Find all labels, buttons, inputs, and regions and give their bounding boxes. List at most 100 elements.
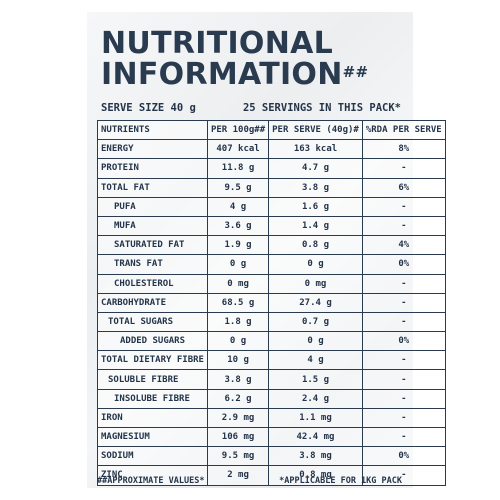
table-row: MAGNESIUM 106 mg 42.4 mg - [97,426,446,448]
title-suffix: ## [342,63,369,81]
table-row: TOTAL FAT 9.5 g 3.8 g 6% [97,177,446,198]
rda-value: - [361,215,446,237]
per-serve-value: 3.8 mg [268,446,363,467]
nutrient-name: ZINC [97,465,208,486]
nutrient-name: SODIUM [97,446,208,467]
title-line-2: INFORMATION [101,57,343,92]
per-100g-value: 1.9 g [206,235,270,256]
per-100g-value: 2.9 mg [206,407,270,429]
nutrient-name: PUFA [97,196,208,217]
table-header-row: NUTRIENTS PER 100g## PER SERVE (40g)# %R… [97,119,446,141]
nutrient-name: CARBOHYDRATE [97,292,208,313]
table-row: SATURATED FAT 1.9 g 0.8 g 4% [97,235,446,256]
table-row: ZINC 2 mg 0.8 mg - [97,465,446,486]
nutrient-name: MAGNESIUM [97,426,208,448]
per-100g-value: 0 mg [206,273,270,294]
per-serve-value: 3.8 g [268,177,363,198]
table-row: INSOLUBE FIBRE 6.2 g 2.4 g- [97,388,446,409]
rda-value: - [361,388,446,409]
table-row: TOTAL SUGARS 1.8 g 0.7 g- [97,311,446,333]
serve-info: SERVE SIZE 40 g 25 SERVINGS IN THIS PACK… [101,102,401,114]
rda-value: - [361,465,446,486]
per-serve-value: 1.5 g [268,369,363,390]
nutrient-name: PROTEIN [97,158,208,179]
title-line-1: NUTRITIONAL [101,26,334,61]
nutrient-name: INSOLUBE FIBRE [97,388,208,409]
rda-value: - [361,292,446,313]
per-serve-value: 0.8 g [268,235,363,256]
rda-value: - [361,407,446,429]
nutrition-table-body: ENERGY 407 kcal 163 kcal 8% PROTEIN 11.8 g 4.7… [97,139,446,486]
table-row: IRON 2.9 mg 1.1 mg - [97,407,446,429]
nutrient-name: IRON [97,407,208,429]
per-serve-value: 0.7 g [268,311,363,333]
rda-value: 6% [361,177,446,198]
per-100g-value: 407 kcal [206,139,270,160]
per-100g-value: 10 g [206,350,270,371]
per-100g-value: 3.8 g [206,369,270,390]
rda-value: 0% [361,254,446,275]
per-100g-value: 9.5 mg [206,446,270,467]
nutrient-name: TOTAL DIETARY FIBRE [97,350,208,371]
nutrition-table: NUTRIENTS PER 100g## PER SERVE (40g)# %R… [97,119,446,486]
rda-value: 0% [361,331,446,352]
per-100g-value: 9.5 g [206,177,270,198]
footer-approx: ##APPROXIMATE VALUES* [97,476,205,486]
per-serve-value: 1.4 g [268,215,363,237]
rda-value: - [361,158,446,179]
nutrient-name: TOTAL SUGARS [97,311,208,333]
per-100g-value: 2 mg [206,465,270,486]
per-100g-value: 4 g [206,196,270,217]
rda-value: - [361,273,446,294]
nutrient-name: SATURATED FAT [97,235,208,256]
rda-value: 8% [361,139,446,160]
nutrient-name: CHOLESTEROL [97,273,208,294]
per-serve-value: 0 mg [268,273,363,294]
nutrient-name: MUFA [97,215,208,237]
per-100g-value: 3.6 g [206,215,270,237]
table-row: CHOLESTEROL 0 mg 0 mg - [97,273,446,294]
table-row: CARBOHYDRATE 68.5 g 27.4 g- [97,292,446,313]
table-row: MUFA 3.6 g 1.4 g- [97,215,446,237]
rda-value: - [361,350,446,371]
per-serve-value: 2.4 g [268,388,363,409]
per-serve-value: 27.4 g [268,292,363,313]
per-100g-value: 11.8 g [206,158,270,179]
header-rda: %RDA PER SERVE [361,119,446,141]
per-serve-value: 163 kcal [268,139,363,160]
per-serve-value: 1.1 mg [268,407,363,429]
table-row: SOLUBLE FIBRE 3.8 g 1.5 g- [97,369,446,390]
table-row: ENERGY 407 kcal 163 kcal 8% [97,139,446,160]
per-100g-value: 0 g [206,254,270,275]
nutrient-name: SOLUBLE FIBRE [97,369,208,390]
per-serve-value: 42.4 mg [268,426,363,448]
servings-count: 25 SERVINGS IN THIS PACK* [242,102,401,114]
rda-value: - [361,311,446,333]
per-serve-value: 0.8 mg [268,465,363,486]
nutrition-panel: NUTRITIONAL INFORMATION## SERVE SIZE 40 … [87,12,446,488]
rda-value: - [361,196,446,217]
nutrient-name: ENERGY [97,139,208,160]
footer-notes: ##APPROXIMATE VALUES* *APPLICABLE FOR 1K… [97,476,402,486]
per-serve-value: 4.7 g [268,158,363,179]
table-row: PUFA 4 g 1.6 g- [97,196,446,217]
nutrient-name: ADDED SUGARS [97,331,208,352]
rda-value: - [361,369,446,390]
per-100g-value: 68.5 g [206,292,270,313]
rda-value: - [361,426,446,448]
rda-value: 4% [361,235,446,256]
table-row: SODIUM 9.5 mg 3.8 mg 0% [97,446,446,467]
per-serve-value: 1.6 g [268,196,363,217]
nutrient-name: TRANS FAT [97,254,208,275]
per-100g-value: 106 mg [206,426,270,448]
serve-size: SERVE SIZE 40 g [101,102,196,114]
per-serve-value: 4 g [268,350,363,371]
header-per-serve: PER SERVE (40g)# [268,119,363,141]
per-100g-value: 0 g [206,331,270,352]
footer-applicable: *APPLICABLE FOR 1KG PACK [279,476,402,486]
header-nutrients: NUTRIENTS [97,119,208,141]
per-serve-value: 0 g [268,254,363,275]
